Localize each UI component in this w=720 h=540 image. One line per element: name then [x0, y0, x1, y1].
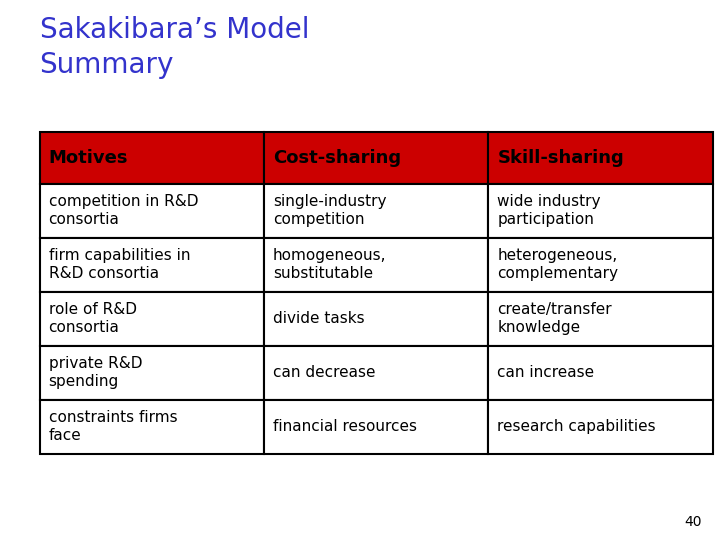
Text: homogeneous,
substitutable: homogeneous, substitutable	[273, 248, 387, 281]
Text: wide industry
participation: wide industry participation	[498, 194, 601, 227]
Text: role of R&D
consortia: role of R&D consortia	[48, 302, 137, 335]
Text: create/transfer
knowledge: create/transfer knowledge	[498, 302, 612, 335]
Text: competition in R&D
consortia: competition in R&D consortia	[48, 194, 198, 227]
Text: financial resources: financial resources	[273, 419, 417, 434]
Text: Cost-sharing: Cost-sharing	[273, 149, 401, 167]
Text: research capabilities: research capabilities	[498, 419, 656, 434]
Text: Skill-sharing: Skill-sharing	[498, 149, 624, 167]
Text: divide tasks: divide tasks	[273, 311, 364, 326]
Text: private R&D
spending: private R&D spending	[48, 356, 142, 389]
Text: Motives: Motives	[48, 149, 128, 167]
Text: constraints firms
face: constraints firms face	[48, 410, 177, 443]
Text: 40: 40	[685, 515, 702, 529]
Text: single-industry
competition: single-industry competition	[273, 194, 387, 227]
Text: firm capabilities in
R&D consortia: firm capabilities in R&D consortia	[48, 248, 190, 281]
Text: can decrease: can decrease	[273, 365, 375, 380]
Text: Sakakibara’s Model
Summary: Sakakibara’s Model Summary	[40, 16, 309, 79]
Text: can increase: can increase	[498, 365, 595, 380]
Text: heterogeneous,
complementary: heterogeneous, complementary	[498, 248, 618, 281]
